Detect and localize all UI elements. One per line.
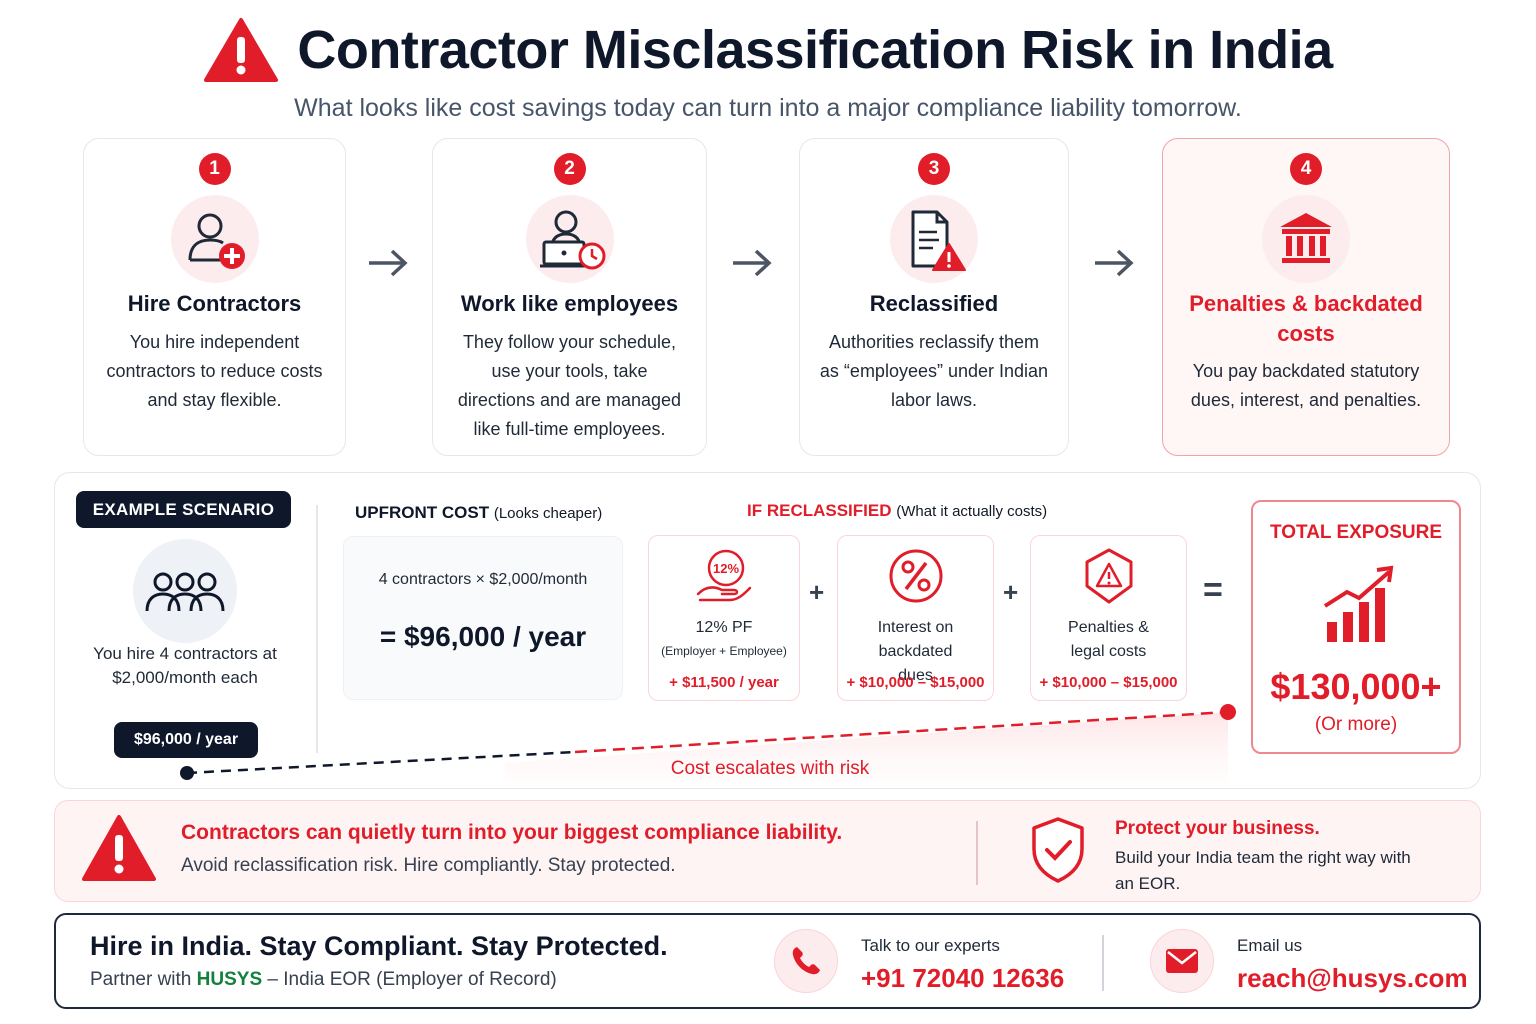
cost-amount: + $10,000 – $15,000 — [846, 674, 985, 691]
partner-line: Partner with HUSYS – India EOR (Employer… — [90, 969, 557, 990]
email-link[interactable]: reach@husys.com — [1237, 963, 1468, 993]
arrow-right-icon — [1095, 249, 1134, 277]
laptop-user-clock-icon — [525, 195, 614, 283]
cost-subtext: (Employer + Employee) — [661, 644, 787, 658]
email-icon[interactable] — [1150, 929, 1214, 993]
cost-name: 12% PF — [695, 619, 753, 636]
protect-title: Protect your business. — [1115, 818, 1320, 839]
percent-icon — [889, 549, 942, 603]
step-text: They follow your schedule, use your tool… — [457, 332, 682, 439]
plus-sign: + — [1003, 577, 1019, 607]
bank-icon — [1262, 195, 1350, 283]
reclassified-heading: IF RECLASSIFIED (What it actually costs) — [747, 501, 1048, 520]
cost-amount: + $11,500 / year — [669, 674, 779, 691]
document-warning-icon — [890, 195, 978, 283]
footer-cta: Hire in India. Stay Compliant. Stay Prot… — [54, 913, 1481, 1009]
step-card-2: 2 Work like employees They follow your s… — [432, 138, 707, 456]
cost-amount: + $10,000 – $15,000 — [1039, 674, 1178, 691]
svg-text:12%: 12% — [713, 561, 739, 576]
upfront-calc: 4 contractors × $2,000/month — [378, 571, 588, 588]
cost-name: Interest on backdated dues — [877, 619, 954, 684]
interest-cost-card: Interest on backdated dues + $10,000 – $… — [837, 535, 994, 701]
upfront-total: = $96,000 / year — [379, 621, 587, 652]
footer-headline: Hire in India. Stay Compliant. Stay Prot… — [90, 931, 668, 961]
scenario-badge: EXAMPLE SCENARIO — [76, 491, 291, 528]
step-title: Hire Contractors — [127, 291, 302, 316]
rising-chart-icon — [1323, 565, 1394, 642]
page-subtitle: What looks like cost savings today can t… — [294, 94, 1242, 122]
escalation-line — [180, 704, 1236, 783]
warning-subtext: Avoid reclassification risk. Hire compli… — [181, 855, 676, 876]
divider — [976, 821, 978, 885]
total-exposure-value: $130,000+ — [1270, 666, 1442, 707]
step-text: You hire independent contractors to redu… — [106, 332, 323, 410]
email-label: Email us — [1237, 936, 1303, 955]
phone-icon[interactable] — [774, 929, 838, 993]
arrow-right-icon — [733, 249, 772, 277]
shield-check-icon — [1032, 817, 1084, 883]
divider — [1102, 935, 1104, 991]
header: Contractor Misclassification Risk in Ind… — [0, 14, 1536, 86]
step-number: 4 — [1290, 153, 1322, 185]
protect-text: Build your India team the right way with… — [1115, 848, 1411, 893]
warning-icon — [82, 815, 156, 881]
page-title: Contractor Misclassification Risk in Ind… — [297, 20, 1333, 80]
upfront-cost-heading: UPFRONT COST (Looks cheaper) — [355, 503, 603, 522]
penalties-cost-card: Penalties & legal costs + $10,000 – $15,… — [1030, 535, 1187, 701]
scenario-description: You hire 4 contractors at $2,000/month e… — [93, 644, 277, 687]
total-exposure-note: (Or more) — [1314, 714, 1398, 735]
step-title: Work like employees — [460, 291, 679, 316]
step-text: Authorities reclassify them as “employee… — [819, 332, 1049, 410]
warning-icon — [204, 18, 279, 82]
step-card-3: 3 Reclassified Authorities reclassify th… — [799, 138, 1069, 456]
cost-name: Penalties & legal costs — [1068, 619, 1149, 660]
escalation-caption: Cost escalates with risk — [670, 758, 870, 779]
warning-banner: Contractors can quietly turn into your b… — [54, 800, 1481, 902]
add-user-icon — [170, 195, 259, 283]
total-exposure-box: TOTAL EXPOSURE $130,000+ (Or more) — [1251, 500, 1461, 754]
shield-warning-icon — [1085, 548, 1132, 604]
brand-name: HUSYS — [196, 969, 263, 990]
plus-sign: + — [809, 577, 825, 607]
total-exposure-label: TOTAL EXPOSURE — [1269, 522, 1443, 543]
step-number: 2 — [553, 153, 586, 185]
phone-number-link[interactable]: +91 72040 12636 — [861, 963, 1065, 993]
step-number: 1 — [198, 153, 231, 185]
group-users-icon — [133, 539, 237, 643]
step-title: Penalties & backdated costs — [1189, 291, 1423, 346]
step-title: Reclassified — [869, 291, 999, 316]
upfront-cost-box: 4 contractors × $2,000/month = $96,000 /… — [343, 536, 623, 700]
pf-percent-hand-icon: 12% — [696, 549, 752, 602]
step-text: You pay backdated statutory dues, intere… — [1190, 361, 1422, 410]
base-cost-pill: $96,000 / year — [114, 722, 258, 758]
step-number: 3 — [918, 153, 950, 185]
step-card-1: 1 Hire Contractors You hire independent … — [83, 138, 346, 456]
pf-cost-card: 12% 12% PF (Employer + Employee) + $11,5… — [648, 535, 800, 701]
example-scenario-panel: EXAMPLE SCENARIO You hire 4 contractors … — [54, 472, 1481, 789]
step-card-4: 4 Penalties & backdated costs You pay ba… — [1162, 138, 1450, 456]
equals-sign: = — [1203, 571, 1223, 609]
divider — [316, 505, 318, 753]
arrow-right-icon — [369, 249, 408, 277]
talk-label: Talk to our experts — [861, 936, 1000, 955]
warning-headline: Contractors can quietly turn into your b… — [181, 821, 843, 844]
